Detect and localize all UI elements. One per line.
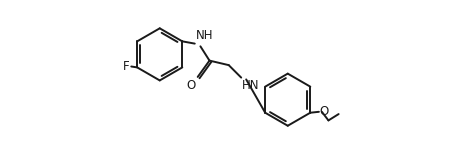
Text: F: F <box>123 60 130 73</box>
Text: O: O <box>319 105 329 118</box>
Text: NH: NH <box>196 29 213 42</box>
Text: HN: HN <box>242 79 259 92</box>
Text: O: O <box>187 79 196 92</box>
